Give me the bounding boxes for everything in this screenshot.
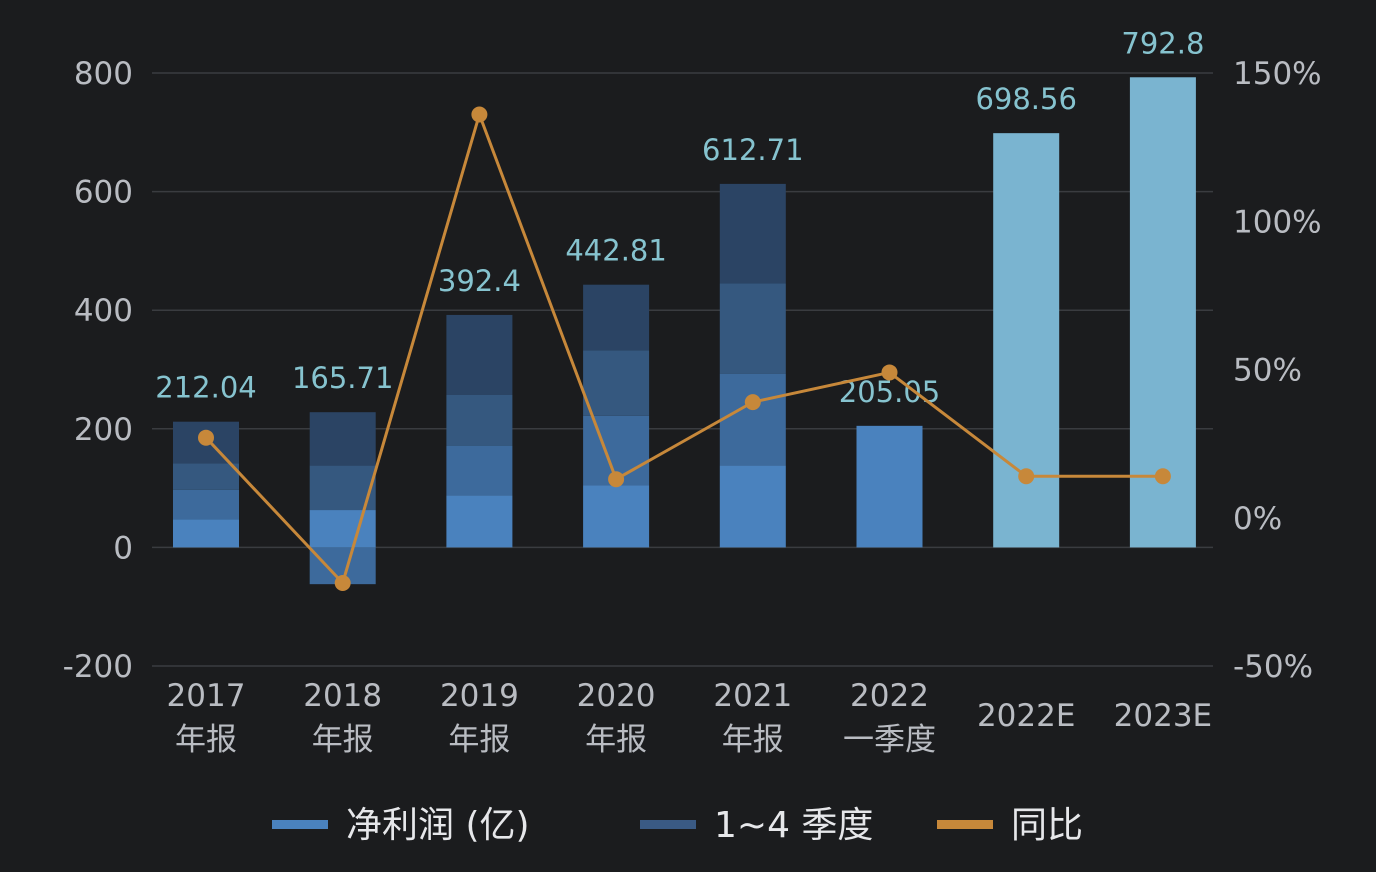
legend-item: 同比 bbox=[937, 805, 1083, 846]
x-tick-label: 2023E bbox=[1114, 698, 1212, 734]
legend-label: 净利润 (亿) bbox=[346, 805, 530, 846]
yoy-line bbox=[204, 109, 1163, 586]
bar-segment-q1 bbox=[309, 510, 376, 548]
bars bbox=[173, 77, 1196, 585]
yoy-point bbox=[1018, 468, 1035, 485]
legend-swatch bbox=[937, 820, 993, 829]
bar-segment-q1 bbox=[446, 495, 513, 548]
y-right-tick-label: 0% bbox=[1233, 501, 1282, 537]
y-right-tick-label: 100% bbox=[1233, 204, 1322, 240]
bar-segment-q3 bbox=[583, 350, 650, 416]
legend-item: 1~4 季度 bbox=[640, 805, 873, 846]
bar-segment-q1 bbox=[583, 485, 650, 548]
y-left-tick-label: -200 bbox=[63, 649, 133, 685]
bar-segment-q2 bbox=[173, 489, 239, 520]
x-tick-label: 年报 bbox=[175, 722, 237, 758]
bar-segment-q4 bbox=[583, 284, 650, 351]
y-left-tick-label: 400 bbox=[74, 293, 133, 329]
data-label: 442.81 bbox=[565, 234, 666, 268]
bar-segment-q2 bbox=[719, 373, 786, 466]
y-left-tick-label: 600 bbox=[74, 175, 133, 211]
legend-swatch bbox=[272, 820, 328, 829]
x-tick-label: 2020 bbox=[577, 678, 656, 714]
y-right-tick-label: -50% bbox=[1233, 649, 1313, 685]
bar-segment-q3 bbox=[719, 283, 786, 374]
x-tick-label: 年报 bbox=[585, 722, 647, 758]
x-tick-label: 2022 bbox=[850, 678, 929, 714]
x-axis: 2017 年报 2018 年报 2019 年报 2020 年报 2021 年报 2022 一季度 202… bbox=[167, 678, 1213, 758]
legend: 净利润 (亿) 1~4 季度 同比 bbox=[272, 805, 1083, 846]
yoy-point bbox=[744, 394, 761, 411]
y-axis-right: 150% 100% 50% 0% -50% bbox=[1233, 56, 1322, 685]
bar-labels: 212.04 165.71392.4442.81612.71205.05698.5… bbox=[155, 26, 1204, 409]
bar-forecast bbox=[993, 133, 1060, 548]
x-tick-label: 年报 bbox=[312, 722, 374, 758]
yoy-series bbox=[198, 106, 1171, 591]
data-label: 612.71 bbox=[702, 133, 803, 167]
y-left-tick-label: 800 bbox=[74, 56, 133, 92]
x-tick-label: 年报 bbox=[448, 722, 510, 758]
x-tick-label: 2018 bbox=[303, 678, 382, 714]
bar-segment-q2 bbox=[446, 445, 513, 496]
y-left-tick-label: 200 bbox=[74, 412, 133, 448]
bar-segment-q3 bbox=[446, 394, 513, 446]
legend-label: 1~4 季度 bbox=[714, 805, 873, 846]
x-tick-label: 2021 bbox=[713, 678, 792, 714]
data-label: 392.4 bbox=[438, 264, 521, 298]
x-tick-label: 2019 bbox=[440, 678, 519, 714]
bar-segment-q4 bbox=[309, 412, 376, 466]
yoy-point bbox=[334, 574, 351, 591]
yoy-point bbox=[471, 106, 488, 123]
bar-segment-q1 bbox=[719, 465, 786, 548]
yoy-point bbox=[198, 429, 214, 446]
y-right-tick-label: 50% bbox=[1233, 353, 1302, 389]
y-axis-left: 800 600 400 200 0 -200 bbox=[63, 56, 133, 685]
x-tick-label: 2017 bbox=[167, 678, 246, 714]
x-tick-label: 年报 bbox=[722, 722, 784, 758]
bar-segment-q3 bbox=[173, 463, 239, 490]
legend-swatch bbox=[640, 820, 696, 829]
x-tick-label: 2022E bbox=[977, 698, 1075, 734]
legend-item: 净利润 (亿) bbox=[272, 805, 530, 846]
bar-segment-q4 bbox=[446, 314, 513, 395]
data-label: 792.8 bbox=[1121, 26, 1204, 60]
yoy-point bbox=[608, 471, 625, 488]
y-right-tick-label: 150% bbox=[1233, 56, 1322, 92]
bar-segment-q1 bbox=[173, 519, 239, 548]
yoy-point bbox=[1154, 468, 1171, 485]
data-label: 212.04 bbox=[155, 371, 256, 405]
data-label: 165.71 bbox=[292, 361, 393, 395]
x-tick-label: 一季度 bbox=[843, 722, 936, 758]
yoy-point bbox=[881, 364, 898, 381]
legend-label: 同比 bbox=[1011, 805, 1083, 846]
data-label: 698.56 bbox=[975, 82, 1076, 116]
bar-segment-q4 bbox=[719, 183, 786, 284]
bar-segment-q1 bbox=[856, 425, 923, 548]
y-left-tick-label: 0 bbox=[113, 530, 133, 566]
